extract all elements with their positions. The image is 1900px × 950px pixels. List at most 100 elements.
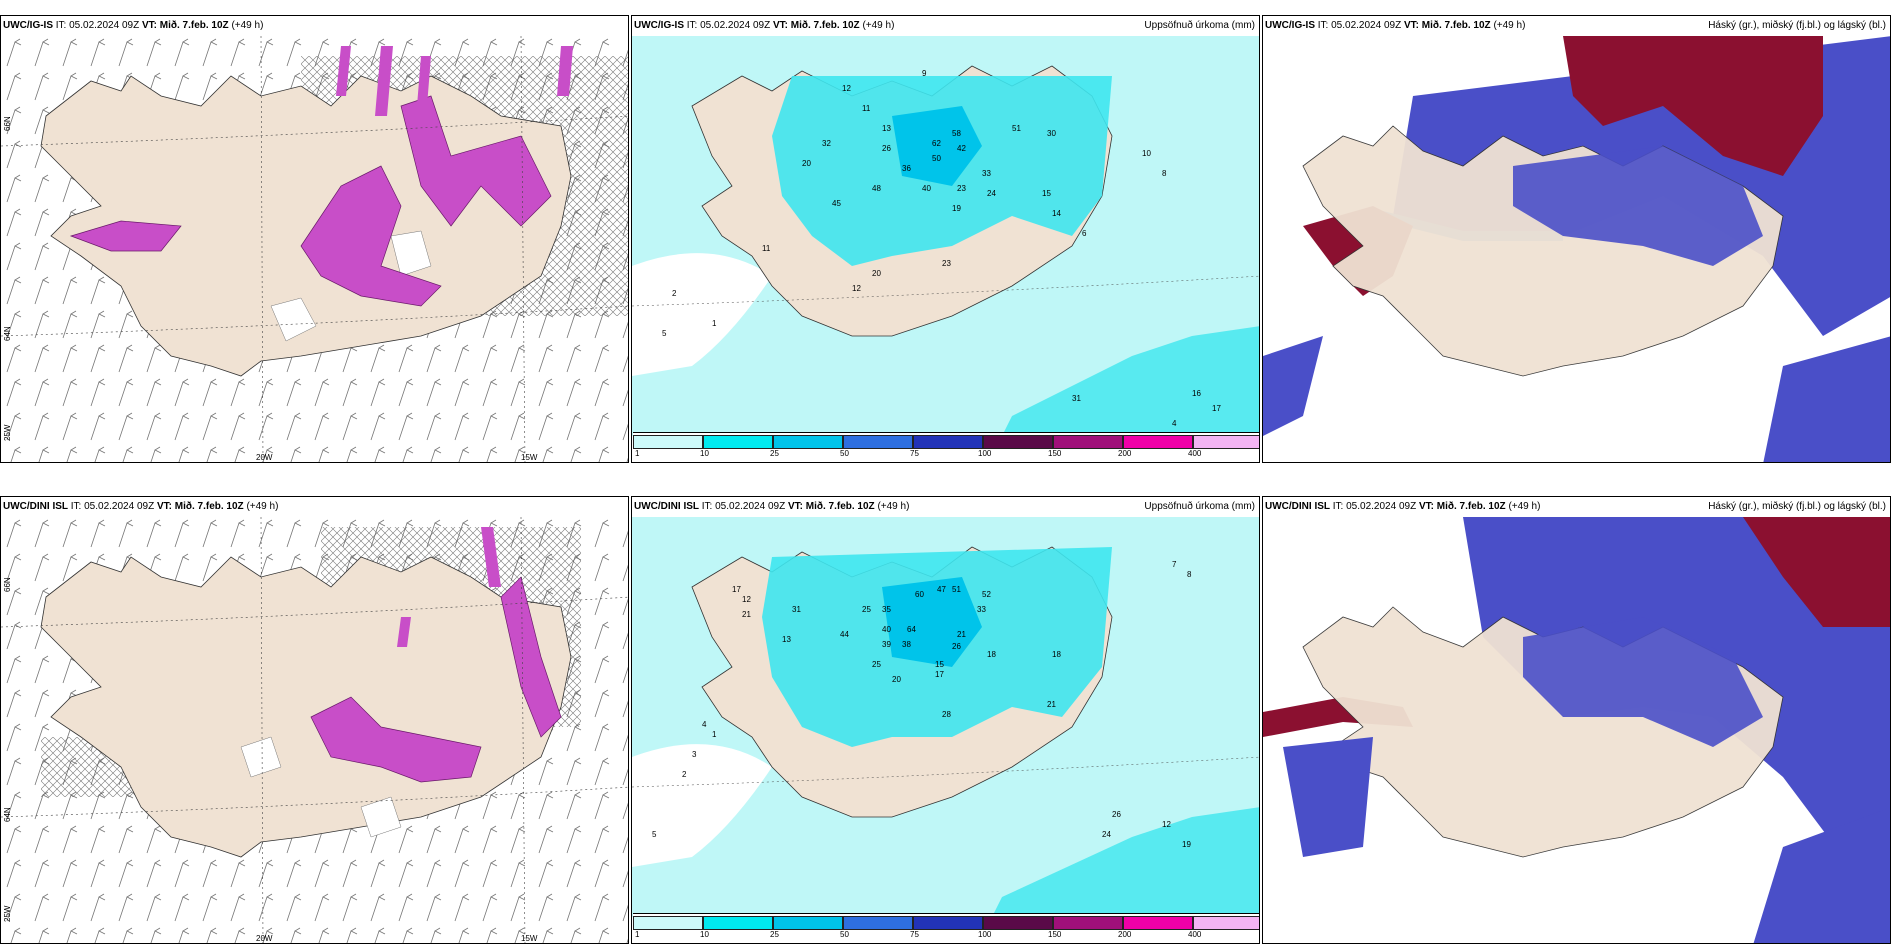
model-name: UWC/IG-IS [634, 20, 684, 31]
precip-value: 33 [982, 169, 991, 178]
mid-cloud-south [1263, 336, 1890, 462]
valid-time: Mið. 7.feb. 10Z [790, 20, 860, 31]
precip-core [882, 577, 982, 667]
precip-value: 38 [902, 640, 911, 649]
precip-south-band [1002, 326, 1259, 436]
precip-value: 32 [822, 139, 831, 148]
lon-label-20w: 20W [256, 934, 273, 943]
lat-label-66n: 66N [3, 116, 12, 131]
precip-value: 5 [662, 329, 667, 338]
precip-value: 6 [1082, 229, 1087, 238]
precip-value: 26 [952, 642, 961, 651]
precip-value: 3 [692, 750, 697, 759]
map-precip-wind [1, 517, 628, 943]
precip-value: 20 [892, 675, 901, 684]
precip-value: 44 [840, 630, 849, 639]
precip-value: 16 [1192, 389, 1201, 398]
colorbar-swatch [1053, 435, 1123, 449]
it-label: IT: [701, 501, 713, 512]
panel-header: UWC/IG-IS IT: 05.02.2024 09Z VT: Mið. 7.… [632, 16, 1259, 36]
mid-cloud-south [1283, 737, 1890, 943]
colorbar-label: 400 [1188, 449, 1202, 458]
high-cloud-north [1563, 36, 1823, 176]
vt-label: VT: [156, 501, 172, 512]
dry-region-south [632, 253, 772, 376]
precip-value: 12 [1162, 820, 1171, 829]
precip-band-central [300, 165, 442, 307]
lead-time: (+49 h) [1493, 20, 1526, 31]
product-title: Uppsöfnuð úrkoma (mm) [1144, 20, 1255, 31]
it-label: IT: [70, 501, 82, 512]
precip-value: 48 [872, 184, 881, 193]
precip-band-northeast [400, 95, 552, 227]
precip-value: 21 [957, 630, 966, 639]
precip-value: 23 [942, 259, 951, 268]
precip-value: 35 [882, 605, 891, 614]
colorbar-swatch [983, 435, 1053, 449]
panel-header: UWC/IG-IS IT: 05.02.2024 09Z VT: Mið. 7.… [1263, 16, 1890, 36]
colorbar-swatch [913, 916, 983, 930]
iceland-landmass [40, 556, 572, 858]
map-cloud-cover [1263, 36, 1890, 462]
colorbar-swatch [983, 916, 1053, 930]
valid-time: Mið. 7.feb. 10Z [1421, 20, 1491, 31]
precip-value: 21 [1047, 700, 1056, 709]
precip-value: 15 [935, 660, 944, 669]
mid-cloud-overlay [1523, 617, 1763, 747]
precip-value: 7 [1172, 560, 1177, 569]
panel-top-middle-accum-precip: UWC/IG-IS IT: 05.02.2024 09Z VT: Mið. 7.… [631, 15, 1260, 463]
precip-value: 26 [1112, 810, 1121, 819]
precip-value: 60 [915, 590, 924, 599]
precip-value: 31 [792, 605, 801, 614]
precip-value: 10 [1142, 149, 1151, 158]
vt-label: VT: [772, 20, 788, 31]
map-accumulated-precip: 12 21 17 31 25 35 60 47 51 52 33 40 64 3… [632, 517, 1259, 917]
panel-top-right-clouds: UWC/IG-IS IT: 05.02.2024 09Z VT: Mið. 7.… [1262, 15, 1891, 463]
colorbar-swatch [633, 916, 703, 930]
panel-header: UWC/DINI ISL IT: 05.02.2024 09Z VT: Mið.… [1263, 497, 1890, 517]
precip-value: 4 [702, 720, 707, 729]
model-name: UWC/IG-IS [1265, 20, 1315, 31]
precip-band-central [310, 696, 482, 783]
product-title: Háský (gr.), miðský (fj.bl.) og lágský (… [1708, 501, 1886, 512]
map-cloud-cover [1263, 517, 1890, 943]
colorbar-swatch [633, 435, 703, 449]
precip-value: 40 [882, 625, 891, 634]
map-precip-wind [1, 36, 628, 462]
dry-region-south [632, 744, 772, 867]
panel-header: UWC/DINI ISL IT: 05.02.2024 09Z VT: Mið.… [632, 497, 1259, 517]
colorbar-label: 50 [840, 930, 849, 939]
precip-value: 23 [957, 184, 966, 193]
precip-value-labels: 12 11 13 32 20 26 36 48 45 62 50 42 58 4… [662, 69, 1221, 428]
mid-cloud-overlay [1513, 146, 1763, 266]
colorbar-label: 75 [910, 930, 919, 939]
model-name: UWC/DINI ISL [634, 501, 699, 512]
precip-value: 17 [1212, 404, 1221, 413]
precip-value: 64 [907, 625, 916, 634]
colorbar-label: 400 [1188, 930, 1202, 939]
precip-value: 24 [987, 189, 996, 198]
colorbar-label: 75 [910, 449, 919, 458]
precip-value: 12 [852, 284, 861, 293]
precip-value: 19 [1182, 840, 1191, 849]
colorbar-swatch [703, 916, 773, 930]
it-label: IT: [686, 20, 698, 31]
precip-value: 19 [952, 204, 961, 213]
it-label: IT: [1317, 20, 1329, 31]
precip-value: 12 [842, 84, 851, 93]
precip-value: 28 [942, 710, 951, 719]
precip-value: 8 [1162, 169, 1167, 178]
panel-header: UWC/IG-IS IT: 05.02.2024 09Z VT: Mið. 7.… [1, 16, 628, 36]
graticule [632, 275, 1259, 307]
lead-time: (+49 h) [862, 20, 895, 31]
precip-value: 2 [672, 289, 677, 298]
precip-value: 1 [712, 319, 717, 328]
product-title: Háský (gr.), miðský (fj.bl.) og lágský (… [1708, 20, 1886, 31]
high-cloud-northeast [1743, 517, 1890, 627]
lon-label-15w: 15W [521, 934, 538, 943]
precip-colorbar: 1 10 25 50 75 100 150 200 400 [633, 432, 1259, 461]
precip-streaks-north [336, 46, 573, 116]
vt-label: VT: [141, 20, 157, 31]
init-time: 05.02.2024 09Z [1346, 501, 1417, 512]
lead-time: (+49 h) [246, 501, 279, 512]
